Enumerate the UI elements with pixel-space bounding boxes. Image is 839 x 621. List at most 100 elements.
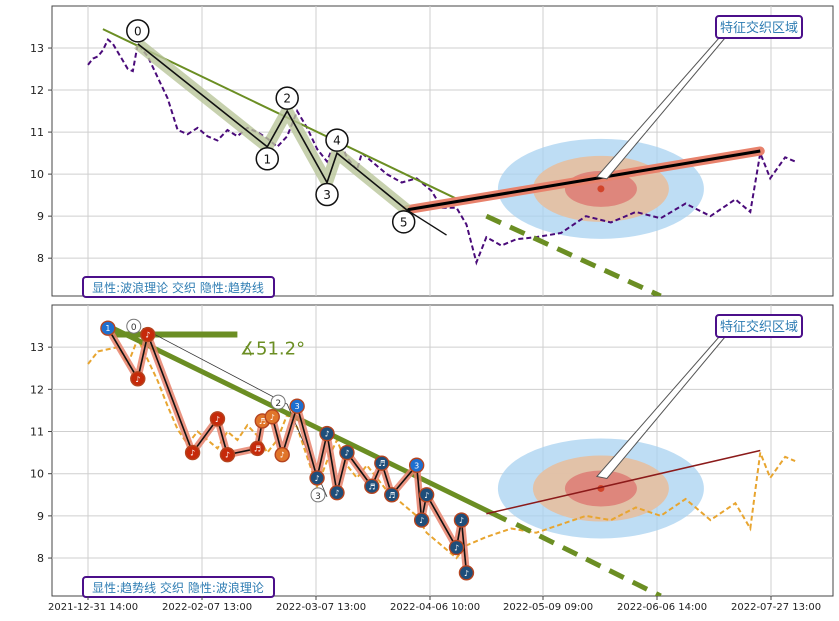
wave-extension bbox=[406, 209, 447, 236]
y-tick-label: 10 bbox=[30, 168, 44, 181]
wave-point-label: 0 bbox=[134, 24, 142, 38]
note-marker bbox=[289, 398, 305, 414]
wave-point-label: 2 bbox=[275, 399, 281, 409]
note-marker-label: ♬ bbox=[368, 482, 375, 491]
y-tick-label: 10 bbox=[30, 468, 44, 481]
angle-label: ∡51.2° bbox=[240, 339, 305, 360]
y-tick-label: 12 bbox=[30, 84, 44, 97]
panel-bottom: 8 9 10 11 12 13 0 2 3 1 ♪ ♪ ♪ ♪ ♪ ♬ ♬ ♪ ♪ 3 ♪ ♪ ♪ ♪ ♬ ♬ ♬ 3 ♪ ♪ ♪ ♪ ♪ ∡51… bbox=[30, 304, 834, 598]
y-tick-label: 9 bbox=[37, 510, 44, 523]
note-marker bbox=[408, 457, 425, 473]
note-marker bbox=[339, 444, 355, 461]
y-tick-label: 9 bbox=[37, 210, 44, 223]
forecast-line bbox=[406, 149, 761, 212]
note-marker bbox=[209, 411, 226, 427]
note-marker-label: ♪ bbox=[145, 331, 150, 340]
method-badge-text: 显性:波浪理论 交织 隐性:趋势线 bbox=[92, 280, 264, 295]
note-marker bbox=[374, 455, 390, 471]
note-marker-label: 3 bbox=[295, 402, 300, 411]
note-marker-label: ♪ bbox=[459, 516, 464, 525]
note-marker bbox=[384, 487, 400, 503]
note-marker-label: ♪ bbox=[280, 451, 285, 460]
callout-text: 特征交织区域 bbox=[720, 20, 798, 36]
note-marker-label: ♪ bbox=[225, 451, 230, 460]
wave-point-label: 3 bbox=[323, 188, 331, 202]
x-tick-label: 2022-03-07 13:00 bbox=[276, 602, 366, 613]
note-marker-label: ♪ bbox=[190, 449, 195, 458]
note-marker bbox=[413, 512, 430, 528]
note-marker bbox=[453, 512, 470, 528]
wave-point-marker bbox=[275, 86, 299, 110]
note-marker-label: ♬ bbox=[259, 417, 266, 426]
wave-point-label: 5 bbox=[400, 215, 408, 229]
data-layer: 0 1 2 3 4 5 bbox=[87, 19, 796, 296]
note-marker bbox=[264, 409, 280, 425]
note-marker bbox=[274, 447, 290, 463]
wave-point-label: 3 bbox=[315, 492, 321, 502]
wave-point-marker bbox=[126, 19, 150, 43]
method-badge-text: 显性:趋势线 交织 隐性:波浪理论 bbox=[92, 580, 264, 595]
note-marker bbox=[458, 565, 475, 581]
data-layer: 0 2 3 1 ♪ ♪ ♪ ♪ ♪ ♬ ♬ ♪ ♪ 3 ♪ ♪ ♪ ♪ ♬ ♬ ♬ 3 ♪ ♪ ♪ ♪ ♪ ∡51.2° bbox=[87, 318, 796, 596]
callout-box bbox=[715, 314, 803, 338]
note-marker-label: 3 bbox=[414, 461, 419, 470]
note-marker bbox=[329, 484, 345, 501]
note-marker bbox=[448, 539, 465, 556]
note-marker bbox=[418, 487, 435, 503]
note-marker-label: ♪ bbox=[215, 415, 220, 424]
plot-frame bbox=[51, 304, 834, 597]
wave-point-marker bbox=[325, 128, 349, 152]
wave-path bbox=[137, 43, 408, 211]
y-tick-label: 11 bbox=[30, 426, 44, 439]
target-dot bbox=[597, 185, 605, 193]
note-marker-label: ♬ bbox=[378, 459, 385, 468]
note-marker-label: ♪ bbox=[270, 413, 275, 422]
trend-projection bbox=[485, 213, 662, 296]
note-marker-label: ♬ bbox=[388, 491, 395, 500]
y-tick-label: 8 bbox=[37, 252, 44, 265]
callout-box bbox=[715, 15, 803, 39]
plot-frame bbox=[51, 5, 834, 297]
y-tick-label: 8 bbox=[37, 552, 44, 565]
x-axis: 2021-12-31 14:00 2022-02-07 13:00 2022-03-… bbox=[48, 596, 821, 613]
y-tick-label: 12 bbox=[30, 383, 44, 396]
x-tick-label: 2022-06-06 14:00 bbox=[617, 602, 707, 613]
note-marker-label: ♪ bbox=[464, 569, 469, 578]
wave-point-marker bbox=[126, 318, 142, 334]
price-line bbox=[87, 336, 796, 560]
note-marker-label: ♪ bbox=[424, 491, 429, 500]
note-marker bbox=[100, 320, 116, 336]
x-tick-label: 2021-12-31 14:00 bbox=[48, 602, 138, 613]
note-marker-label: ♪ bbox=[334, 489, 339, 498]
wave-point-label: 1 bbox=[263, 152, 271, 166]
wave-point-marker bbox=[255, 147, 280, 171]
callout-text: 特征交织区域 bbox=[720, 319, 798, 335]
trend-projection bbox=[515, 522, 662, 596]
note-marker-label: ♬ bbox=[254, 444, 261, 453]
trend-line bbox=[111, 325, 508, 523]
x-tick-label: 2022-02-07 13:00 bbox=[162, 602, 252, 613]
method-badge-box bbox=[82, 576, 275, 598]
note-marker bbox=[140, 326, 156, 343]
wave-point-marker bbox=[270, 394, 286, 410]
forecast-line bbox=[486, 449, 761, 515]
note-marker bbox=[130, 371, 146, 387]
note-marker bbox=[309, 470, 325, 486]
x-tick-label: 2022-05-09 09:00 bbox=[503, 602, 593, 613]
x-tick-label: 2022-07-27 13:00 bbox=[731, 602, 821, 613]
note-marker-label: ♪ bbox=[135, 375, 140, 384]
note-marker-label: ♪ bbox=[419, 516, 424, 525]
note-marker-label: ♪ bbox=[324, 430, 329, 439]
wave-point-label: 4 bbox=[333, 134, 341, 148]
wave-point-marker bbox=[315, 182, 339, 207]
note-marker-label: ♪ bbox=[315, 474, 320, 483]
wave-point-marker bbox=[310, 487, 326, 503]
wave-point-label: 2 bbox=[283, 92, 291, 106]
y-tick-label: 13 bbox=[30, 42, 44, 55]
note-marker bbox=[219, 447, 236, 463]
note-marker bbox=[364, 478, 380, 495]
method-badge-box bbox=[82, 276, 275, 298]
